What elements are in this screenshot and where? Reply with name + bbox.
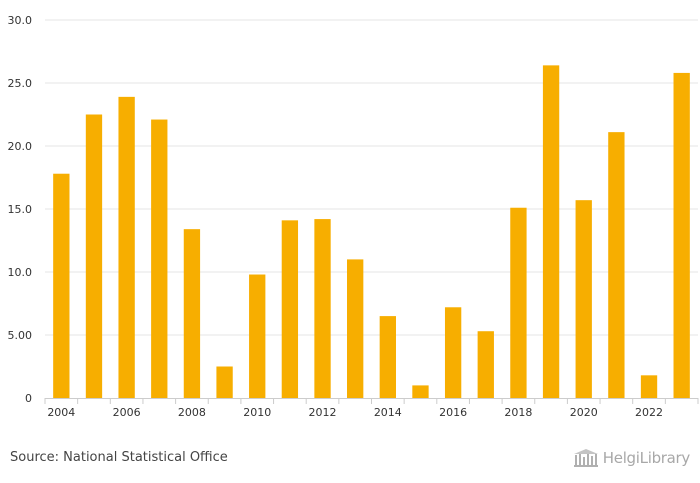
bar-2015[interactable] <box>412 385 429 398</box>
chart-area: 0 5.00 10.0 15.0 20.0 25.0 30.0 2004 2006 2008 20… <box>8 14 699 419</box>
y-tick-label: 10.0 <box>8 266 33 279</box>
bar-2014[interactable] <box>379 316 396 398</box>
bars <box>53 65 690 399</box>
bar-2010[interactable] <box>249 274 266 398</box>
bar-2013[interactable] <box>347 259 364 398</box>
y-axis-labels: 0 5.00 10.0 15.0 20.0 25.0 30.0 <box>8 14 33 405</box>
bar-2016[interactable] <box>444 307 462 398</box>
bar-2006[interactable] <box>118 96 135 399</box>
x-axis-labels: 2004 2006 2008 2010 2012 2014 2016 2018 2020 2022 <box>47 406 663 419</box>
grid-lines <box>45 19 698 336</box>
bar-2017[interactable] <box>477 331 494 398</box>
y-tick-label: 0 <box>25 392 32 405</box>
bar-2018[interactable] <box>510 207 527 398</box>
bar-2012[interactable] <box>314 219 331 398</box>
y-tick-label: 5.00 <box>8 329 33 342</box>
x-tick-label: 2014 <box>374 406 402 419</box>
x-tick-label: 2016 <box>439 406 467 419</box>
bar-2009[interactable] <box>216 366 233 399</box>
x-axis <box>44 398 699 404</box>
chart-footer: Source: National Statistical Office Helg… <box>0 440 700 483</box>
bar-2005[interactable] <box>85 114 103 399</box>
x-tick-label: 2010 <box>243 406 271 419</box>
y-tick-label: 30.0 <box>8 14 33 27</box>
bar-2008[interactable] <box>183 229 201 398</box>
brand-logo[interactable]: HelgiLibrary <box>573 448 690 468</box>
bar-2020[interactable] <box>575 200 592 398</box>
brand-name: HelgiLibrary <box>602 449 691 467</box>
x-tick-label: 2020 <box>570 406 598 419</box>
x-tick-label: 2004 <box>47 406 75 419</box>
x-tick-label: 2006 <box>113 406 141 419</box>
bar-2023[interactable] <box>673 72 690 399</box>
x-tick-label: 2018 <box>504 406 532 419</box>
library-building-icon <box>573 449 598 467</box>
y-tick-label: 15.0 <box>8 203 33 216</box>
bar-2007[interactable] <box>151 119 168 398</box>
x-tick-label: 2022 <box>635 406 663 419</box>
bar-2004[interactable] <box>53 173 70 398</box>
bar-2021[interactable] <box>608 132 625 398</box>
bar-2011[interactable] <box>281 220 299 398</box>
y-tick-label: 20.0 <box>8 140 33 153</box>
x-tick-label: 2012 <box>309 406 337 419</box>
y-tick-label: 25.0 <box>8 77 33 90</box>
x-tick-label: 2008 <box>178 406 206 419</box>
bar-2022[interactable] <box>640 375 658 398</box>
source-note: Source: National Statistical Office <box>10 450 228 465</box>
bar-2019[interactable] <box>542 65 560 399</box>
